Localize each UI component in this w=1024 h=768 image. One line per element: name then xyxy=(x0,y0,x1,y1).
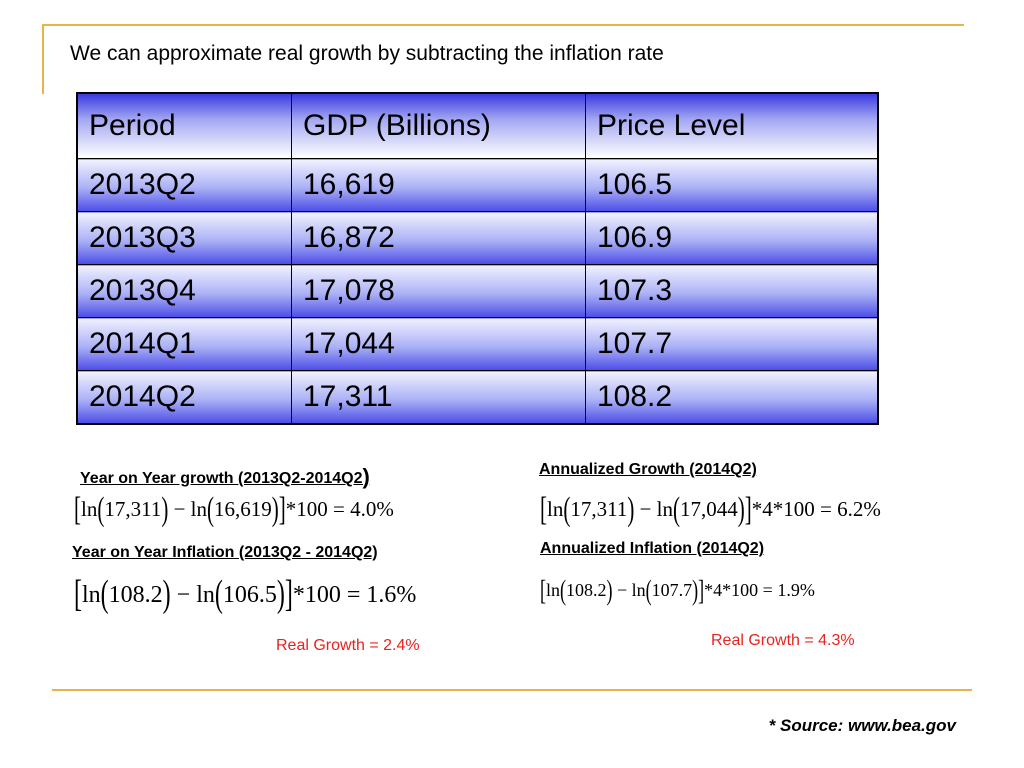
cell-price-level: 107.7 xyxy=(585,317,879,371)
bottom-decorative-rule xyxy=(52,689,972,691)
yoy-real-growth: Real Growth = 2.4% xyxy=(276,637,420,654)
annualized-inflation-formula: [ln(108.2) − ln(107.7)]*4*100 = 1.9% xyxy=(540,573,815,606)
yoy-inflation-formula: [ln(108.2) − ln(106.5)]*100 = 1.6% xyxy=(74,573,417,616)
slide-title: We can approximate real growth by subtra… xyxy=(70,42,664,65)
cell-period: 2013Q4 xyxy=(76,264,292,318)
cell-period: 2013Q2 xyxy=(76,158,292,212)
annualized-growth-formula: [ln(17,311) − ln(17,044)]*4*100 = 6.2% xyxy=(540,489,881,528)
cell-period: 2014Q1 xyxy=(76,317,292,371)
table-row: 2014Q1 17,044 107.7 xyxy=(76,317,879,371)
cell-period: 2013Q3 xyxy=(76,211,292,265)
cell-price-level: 108.2 xyxy=(585,370,879,425)
cell-price-level: 106.9 xyxy=(585,211,879,265)
gdp-price-table: Period GDP (Billions) Price Level 2013Q2… xyxy=(76,92,879,425)
cell-gdp: 17,078 xyxy=(291,264,586,318)
cell-gdp: 17,044 xyxy=(291,317,586,371)
cell-period: 2014Q2 xyxy=(76,370,292,425)
cell-price-level: 107.3 xyxy=(585,264,879,318)
header-period: Period xyxy=(76,92,292,159)
yoy-growth-formula: [ln(17,311) − ln(16,619)]*100 = 4.0% xyxy=(74,489,394,528)
header-gdp: GDP (Billions) xyxy=(291,92,586,159)
left-decorative-rule xyxy=(42,24,44,94)
annualized-real-growth: Real Growth = 4.3% xyxy=(711,632,855,649)
source-note: * Source: www.bea.gov xyxy=(768,716,956,735)
cell-gdp: 17,311 xyxy=(291,370,586,425)
table-row: 2013Q3 16,872 106.9 xyxy=(76,211,879,265)
cell-gdp: 16,619 xyxy=(291,158,586,212)
annualized-growth-label: Annualized Growth (2014Q2) xyxy=(539,461,757,478)
yoy-inflation-label: Year on Year Inflation (2013Q2 - 2014Q2) xyxy=(72,544,378,561)
cell-price-level: 106.5 xyxy=(585,158,879,212)
table-row: 2013Q2 16,619 106.5 xyxy=(76,158,879,212)
top-decorative-rule xyxy=(42,24,964,26)
annualized-inflation-label: Annualized Inflation (2014Q2) xyxy=(540,540,765,557)
yoy-growth-label: Year on Year growth (2013Q2-2014Q2) xyxy=(80,464,370,489)
table-row: 2014Q2 17,311 108.2 xyxy=(76,370,879,425)
header-price-level: Price Level xyxy=(585,92,879,159)
table-header-row: Period GDP (Billions) Price Level xyxy=(76,92,879,159)
cell-gdp: 16,872 xyxy=(291,211,586,265)
table-row: 2013Q4 17,078 107.3 xyxy=(76,264,879,318)
